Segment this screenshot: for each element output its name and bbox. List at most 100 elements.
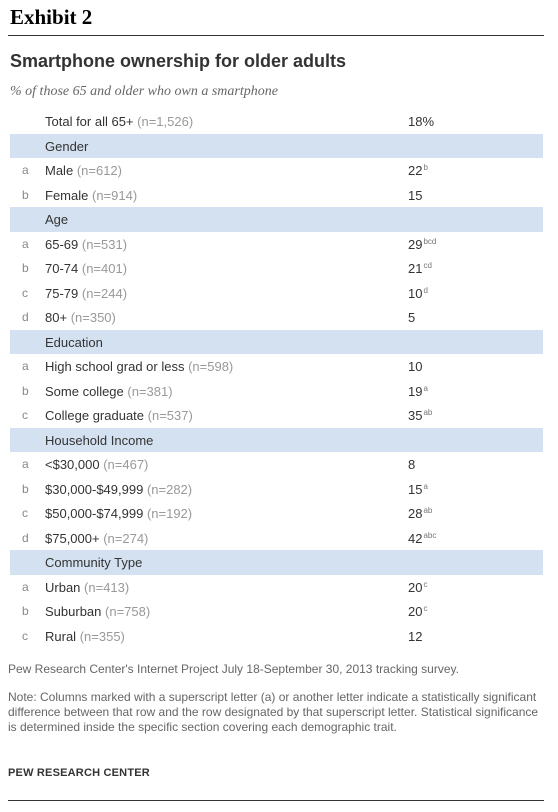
row-label-group: 80+ (n=350)	[45, 310, 116, 325]
ownership-table: Total for all 65+ (n=1,526) 18% Gender a Mal…	[10, 109, 543, 648]
credit-line: PEW RESEARCH CENTER	[8, 767, 150, 779]
bottom-rule	[8, 800, 544, 801]
sample-size: (n=537)	[147, 408, 193, 423]
row-value: 15	[408, 187, 423, 203]
row-value: 20	[408, 604, 423, 619]
significance-superscript: ab	[423, 506, 433, 515]
sample-size: (n=758)	[105, 604, 151, 619]
sample-size: (n=350)	[70, 310, 116, 325]
row-label: 75-79	[45, 285, 79, 301]
row-label-group: Urban (n=413)	[45, 580, 129, 595]
top-rule	[8, 35, 544, 36]
row-letter: d	[22, 530, 29, 545]
row-letter: d	[22, 310, 29, 324]
section-header: Age	[10, 207, 543, 232]
row-label-group: Male (n=612)	[45, 163, 122, 178]
sample-size: (n=467)	[103, 457, 149, 472]
row-label-group: $30,000-$49,999 (n=282)	[45, 482, 192, 497]
sample-size: (n=192)	[146, 506, 193, 521]
row-value: 35	[408, 408, 423, 423]
significance-superscript: a	[423, 383, 428, 393]
significance-superscript: d	[423, 285, 428, 295]
section-header-label: Household Income	[45, 432, 154, 448]
row-letter: c	[22, 506, 28, 520]
row-label-group: 75-79 (n=244)	[45, 286, 127, 301]
sample-size: (n=274)	[103, 530, 149, 546]
significance-superscript: c	[423, 579, 428, 589]
row-label-group: Suburban (n=758)	[45, 604, 150, 619]
row-value: 42	[408, 530, 423, 546]
row-label-group: <$30,000 (n=467)	[45, 457, 148, 472]
row-label: Urban	[45, 579, 81, 595]
row-label-group: Female (n=914)	[45, 188, 137, 203]
row-value: 28	[408, 506, 423, 521]
table-row: b Female (n=914) 15	[10, 183, 543, 208]
row-value-group: 19a	[408, 384, 428, 399]
table-row: a 65-69 (n=531) 29bcd	[10, 232, 543, 257]
row-label: $30,000-$49,999	[45, 481, 144, 497]
row-label-group: Rural (n=355)	[45, 629, 125, 644]
table-row: b $30,000-$49,999 (n=282) 15a	[10, 477, 543, 502]
row-value-group: 15a	[408, 482, 428, 497]
row-label: High school grad or less	[45, 359, 185, 374]
row-value: 10	[408, 359, 423, 374]
row-letter: c	[22, 628, 28, 643]
row-label: 65-69	[45, 236, 79, 252]
row-label: Female	[45, 187, 89, 203]
table-row: b Suburban (n=758) 20c	[10, 599, 543, 624]
row-value: 10	[408, 285, 423, 301]
table-row: c $50,000-$74,999 (n=192) 28ab	[10, 501, 543, 526]
table-row: a Urban (n=413) 20c	[10, 575, 543, 600]
row-label-group: Total for all 65+ (n=1,526)	[45, 114, 193, 129]
row-letter: a	[22, 579, 29, 594]
chart-title: Smartphone ownership for older adults	[10, 51, 347, 71]
row-value: 5	[408, 310, 416, 325]
source-line: Pew Research Center's Internet Project J…	[8, 662, 459, 676]
sample-size: (n=244)	[81, 285, 128, 301]
row-letter: b	[22, 383, 29, 398]
table-row: a <$30,000 (n=467) 8	[10, 452, 543, 477]
row-value-group: 22b	[408, 163, 428, 178]
significance-superscript: a	[423, 481, 428, 491]
section-header: Education	[10, 329, 543, 354]
section-header: Household Income	[10, 427, 543, 452]
row-letter: a	[22, 236, 29, 251]
row-label-group: High school grad or less (n=598)	[45, 359, 233, 374]
table-row: b 70-74 (n=401) 21cd	[10, 256, 543, 281]
exhibit-label: Exhibit 2	[10, 5, 93, 29]
row-label-group: 65-69 (n=531)	[45, 237, 127, 252]
row-value-group: 10d	[408, 286, 428, 301]
row-value-group: 5	[408, 310, 415, 325]
row-label: 80+	[45, 310, 68, 325]
sample-size: (n=914)	[91, 187, 138, 203]
row-value: 18%	[408, 114, 435, 129]
table-row: d 80+ (n=350) 5	[10, 305, 543, 330]
row-letter: c	[22, 408, 28, 422]
row-value: 29	[408, 236, 423, 252]
significance-superscript: cd	[423, 261, 432, 270]
row-label-group: College graduate (n=537)	[45, 408, 193, 423]
table-row: a High school grad or less (n=598) 10	[10, 354, 543, 379]
row-letter: b	[22, 604, 29, 618]
row-value-group: 35ab	[408, 408, 432, 423]
row-letter: a	[22, 359, 29, 373]
total-row: Total for all 65+ (n=1,526) 18%	[10, 109, 543, 134]
significance-superscript: ab	[423, 408, 433, 417]
row-letter: c	[22, 285, 28, 300]
significance-superscript: b	[423, 163, 428, 172]
table-row: b Some college (n=381) 19a	[10, 379, 543, 404]
table-row: c 75-79 (n=244) 10d	[10, 281, 543, 306]
row-label: 70-74	[45, 261, 79, 276]
chart-subtitle: % of those 65 and older who own a smartp…	[10, 84, 278, 99]
row-label: Rural	[45, 628, 77, 644]
row-label-group: Some college (n=381)	[45, 384, 173, 399]
sample-size: (n=1,526)	[137, 114, 194, 129]
table-row: c College graduate (n=537) 35ab	[10, 403, 543, 428]
sample-size: (n=282)	[146, 481, 193, 497]
section-header: Community Type	[10, 550, 543, 575]
table-row: a Male (n=612) 22b	[10, 158, 543, 183]
row-value-group: 42abc	[408, 531, 436, 546]
row-value-group: 15	[408, 188, 422, 203]
row-label: Total for all 65+	[45, 114, 134, 129]
significance-superscript: bcd	[423, 236, 437, 246]
